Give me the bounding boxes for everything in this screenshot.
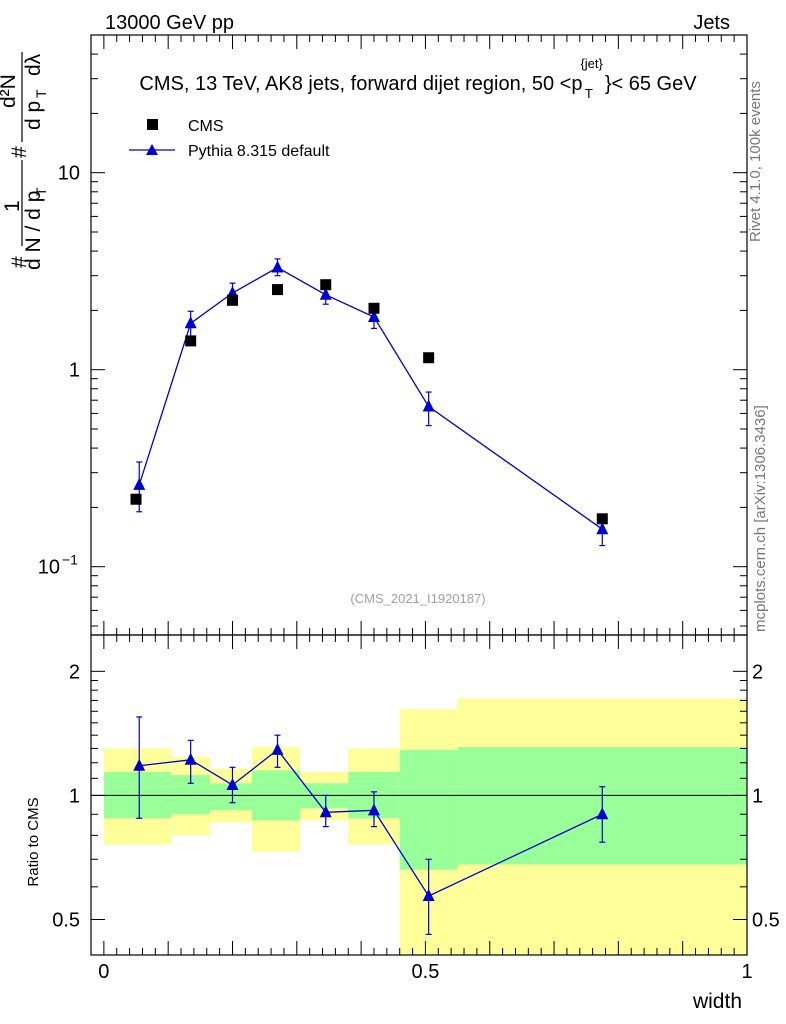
x-tick-label: 1: [741, 961, 752, 983]
ylabel-dn: d N / d p: [22, 191, 45, 270]
ratio-pythia-point: [596, 807, 609, 820]
ratio-y-tick-label-right: 1: [752, 785, 763, 807]
ratio-y-tick-label: 2: [69, 661, 80, 683]
legend-cms-label: CMS: [188, 118, 224, 135]
ratio-pythia-point: [422, 889, 435, 902]
ratio-band-stat: [399, 749, 458, 870]
chart-title-sup: {jet}: [580, 56, 603, 71]
pythia-point: [271, 260, 284, 273]
x-tick-label: 0.5: [412, 961, 440, 983]
legend-pythia-label: Pythia 8.315 default: [188, 143, 330, 160]
pythia-point: [596, 522, 609, 535]
cms-point: [596, 513, 608, 525]
y-tick-exponent: −1: [62, 552, 78, 568]
ratio-y-tick-label: 1: [69, 785, 80, 807]
main-ylabel: # 1 d N / d p T # d²N d p T dλ: [0, 52, 49, 270]
ratio-y-tick-label-right: 0.5: [752, 909, 780, 931]
pythia-point: [422, 399, 435, 412]
ylabel-one: 1: [1, 200, 24, 212]
cms-point: [320, 279, 332, 291]
chart-title-main: CMS, 13 TeV, AK8 jets, forward dijet reg…: [139, 73, 582, 95]
chart-title: CMS, 13 TeV, AK8 jets, forward dijet reg…: [139, 56, 697, 101]
category-label: Jets: [693, 12, 730, 34]
y-tick-label: 10: [38, 557, 60, 579]
ylabel-d2n: d²N: [0, 74, 20, 108]
ylabel-hash: #: [8, 256, 31, 268]
rivet-label: Rivet 4.1.0, 100k events: [747, 81, 764, 242]
ratio-pythia-point: [133, 758, 146, 771]
pythia-point: [367, 310, 380, 323]
pythia-point: [184, 316, 197, 329]
ratio-pythia-point: [184, 752, 197, 765]
pythia-point: [133, 477, 146, 490]
ylabel-sub-t-2: T: [33, 89, 49, 98]
cms-point: [130, 493, 142, 505]
ratio-pythia-point: [319, 805, 332, 818]
chart-title-sub: T: [585, 86, 593, 101]
ratio-plot-layer: [91, 716, 747, 936]
mcplots-label: mcplots.cern.ch [arXiv:1306.3436]: [752, 405, 769, 632]
ratio-pythia-point: [367, 803, 380, 816]
pythia-line: [138, 266, 603, 530]
x-axis-label: width: [692, 990, 742, 1013]
y-tick-label: 1: [69, 360, 80, 382]
pythia-point: [319, 287, 332, 300]
ratio-panel: [103, 698, 747, 955]
ylabel-dlambda: dλ: [22, 53, 45, 76]
cms-point: [368, 302, 380, 314]
energy-label: 13000 GeV pp: [105, 12, 234, 34]
ratio-y-tick-label-right: 2: [752, 661, 763, 683]
analysis-watermark: (CMS_2021_I1920187): [350, 591, 485, 606]
legend-cms-marker: [147, 119, 158, 130]
cms-point: [423, 352, 435, 364]
ylabel-dpt: d p: [22, 101, 45, 130]
ratio-y-tick-label: 0.5: [52, 909, 80, 931]
ratio-pythia-line: [139, 748, 603, 897]
cms-point: [226, 294, 238, 306]
ylabel-hash-2: #: [8, 146, 31, 158]
cms-point: [272, 284, 284, 296]
main-plot-layer: [130, 258, 609, 547]
ylabel-sub-t: T: [33, 187, 49, 196]
x-tick-label: 0: [98, 961, 109, 983]
ratio-pythia-point: [226, 777, 239, 790]
chart-title-tail: }< 65 GeV: [605, 73, 697, 95]
ratio-pythia-point: [271, 742, 284, 755]
cms-point: [185, 335, 197, 347]
y-tick-label: 10: [58, 163, 80, 185]
legend-pythia-marker: [146, 144, 158, 155]
ratio-ylabel: Ratio to CMS: [25, 797, 42, 886]
legend: CMS Pythia 8.315 default: [129, 118, 330, 160]
